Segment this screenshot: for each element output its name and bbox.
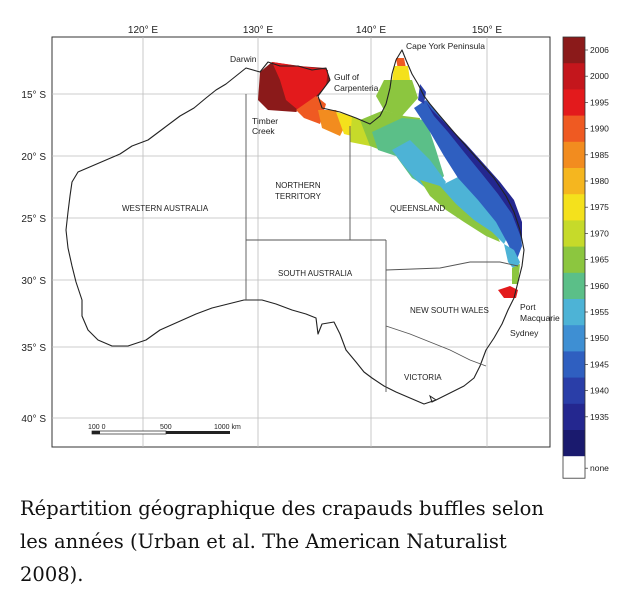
zone-port-macquarie xyxy=(498,286,518,298)
scale-bar: 100 0 500 1000 km xyxy=(88,424,241,435)
legend-swatch xyxy=(563,246,585,274)
label-sydney: Sydney xyxy=(510,328,539,338)
legend-swatch xyxy=(563,325,585,352)
tasmania-outline xyxy=(429,394,437,403)
legend-swatch xyxy=(563,194,585,221)
legend-swatch xyxy=(563,403,585,431)
legend-year-label: 1995 xyxy=(590,97,609,107)
label-timber-line2: Creek xyxy=(252,126,275,136)
label-darwin: Darwin xyxy=(230,54,257,64)
legend-swatch xyxy=(563,37,585,64)
caption-line-1: Répartition géographique des crapauds bu… xyxy=(20,497,544,520)
figure-caption: Répartition géographique des crapauds bu… xyxy=(20,492,620,591)
zone-cape-yellow xyxy=(392,66,410,82)
legend-year-label: 1965 xyxy=(590,255,609,265)
lat-label-30: 30° S xyxy=(21,276,46,287)
legend-swatch xyxy=(563,299,585,326)
lon-label-140: 140° E xyxy=(356,25,386,36)
scale-label-0: 100 0 xyxy=(88,424,106,431)
legend-swatch xyxy=(563,220,585,248)
legend-year-label: 1940 xyxy=(590,386,609,396)
legend-swatch xyxy=(563,63,585,90)
zone-1955-strip xyxy=(440,176,510,244)
legend-year-label: 1935 xyxy=(590,412,609,422)
legend-swatch xyxy=(563,272,585,300)
label-victoria: VICTORIA xyxy=(404,373,442,382)
legend-year-label: 2000 xyxy=(590,71,609,81)
legend-year-label: 1955 xyxy=(590,307,609,317)
zone-1965-south-strip xyxy=(420,180,500,242)
legend-year-label: 1950 xyxy=(590,333,609,343)
lat-label-40: 40° S xyxy=(21,414,46,425)
label-nsw: NEW SOUTH WALES xyxy=(410,306,489,315)
scale-label-1000: 1000 km xyxy=(214,424,241,431)
legend-swatch xyxy=(563,89,585,117)
label-queensland: QUEENSLAND xyxy=(390,204,445,213)
lat-label-25: 25° S xyxy=(21,214,46,225)
label-port-line2: Macquarie xyxy=(520,313,560,323)
legend-year-label: 1990 xyxy=(590,124,609,134)
legend-year-label: 1960 xyxy=(590,281,609,291)
zone-se-lightblue xyxy=(504,244,520,272)
label-nt-line2: TERRITORY xyxy=(275,192,322,201)
legend-swatch xyxy=(563,430,585,457)
legend-year-label: 1945 xyxy=(590,359,609,369)
label-gulf-line2: Carpenteria xyxy=(334,83,379,93)
legend-year-label: 1985 xyxy=(590,150,609,160)
caption-line-2: les années (Urban et al. The American Na… xyxy=(20,530,507,553)
zone-1935-coast xyxy=(426,102,522,240)
label-south-australia: SOUTH AUSTRALIA xyxy=(278,269,353,278)
australia-coastline xyxy=(65,49,525,405)
lat-label-35: 35° S xyxy=(21,343,46,354)
legend-frame xyxy=(562,36,586,479)
legend-swatch xyxy=(563,141,585,169)
legend-year-label: 1970 xyxy=(590,228,609,238)
label-western-australia: WESTERN AUSTRALIA xyxy=(122,204,209,213)
legend-swatch xyxy=(563,168,585,195)
zone-1955-central xyxy=(392,140,446,196)
legend-year-label: 1980 xyxy=(590,176,609,186)
year-legend: 2006 2000 1995 1990 1985 1980 1975 1970 1965 1960… xyxy=(562,36,609,479)
legend-year-label: 2006 xyxy=(590,45,609,55)
scale-label-500: 500 xyxy=(160,424,172,431)
toad-spread-map: 120° E 130° E 140° E 150° E 15° S 20° S … xyxy=(21,25,609,479)
label-port-line1: Port xyxy=(520,302,536,312)
label-timber-line1: Timber xyxy=(252,116,278,126)
zone-1990 xyxy=(296,96,326,124)
zone-se-green xyxy=(512,264,520,284)
legend-none-label: none xyxy=(590,463,609,473)
lon-label-150: 150° E xyxy=(472,25,502,36)
label-nt-line1: NORTHERN xyxy=(275,181,320,190)
legend-swatch-none xyxy=(563,456,585,479)
lat-label-15: 15° S xyxy=(21,90,46,101)
caption-line-3: 2008). xyxy=(20,563,84,586)
lat-label-20: 20° S xyxy=(21,152,46,163)
legend-swatch xyxy=(563,377,585,405)
lon-label-120: 120° E xyxy=(128,25,158,36)
label-cape-york: Cape York Peninsula xyxy=(406,41,485,51)
state-borders xyxy=(245,94,519,392)
invasion-zones xyxy=(258,58,522,298)
legend-swatch xyxy=(563,115,585,143)
zone-cape-green xyxy=(376,80,418,116)
legend-swatch xyxy=(563,351,585,379)
zone-1950-coast xyxy=(414,100,522,262)
label-gulf-line1: Gulf of xyxy=(334,72,360,82)
legend-year-label: 1975 xyxy=(590,202,609,212)
lon-label-130: 130° E xyxy=(243,25,273,36)
